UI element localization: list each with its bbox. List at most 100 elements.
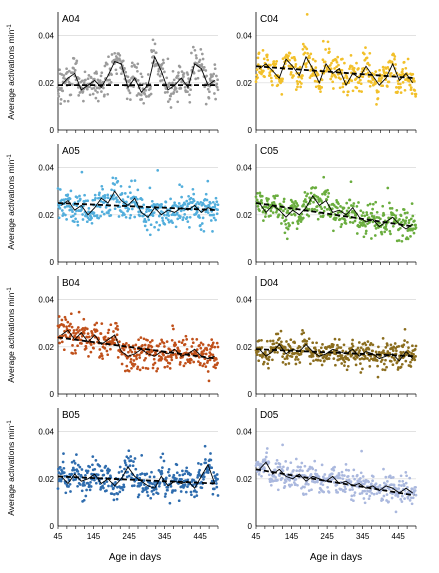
data-point-a04 <box>170 92 173 96</box>
data-point-a05 <box>99 214 102 218</box>
data-point-c04 <box>305 13 309 16</box>
data-point-b04 <box>122 348 126 352</box>
data-point-b04 <box>138 356 142 359</box>
data-point-d05 <box>281 443 284 447</box>
data-point-b05 <box>77 472 81 476</box>
data-point-d04 <box>262 360 266 364</box>
data-point-b04 <box>95 321 99 325</box>
data-point-a04 <box>123 67 126 70</box>
data-point-b05 <box>158 481 162 484</box>
data-point-a04 <box>203 85 207 89</box>
data-point-c05 <box>326 195 330 199</box>
data-point-d05 <box>394 510 398 514</box>
data-point-a05 <box>176 217 180 221</box>
data-point-c04 <box>352 66 356 70</box>
data-point-a04 <box>135 94 139 97</box>
data-point-b04 <box>62 324 66 328</box>
data-point-d05 <box>382 467 385 471</box>
data-point-b05 <box>64 491 68 495</box>
data-point-d04 <box>404 359 408 363</box>
data-point-d04 <box>376 364 379 368</box>
data-point-b04 <box>127 344 131 347</box>
data-point-c04 <box>329 67 333 71</box>
data-point-b04 <box>174 354 178 357</box>
data-point-a04 <box>144 82 148 85</box>
data-point-b04 <box>181 338 185 342</box>
data-point-c04 <box>370 81 373 84</box>
data-point-a05 <box>206 179 210 183</box>
data-point-c05 <box>352 204 355 208</box>
data-point-b05 <box>166 470 170 474</box>
data-point-b05 <box>112 486 115 490</box>
data-point-b05 <box>150 470 153 474</box>
data-point-c04 <box>357 89 361 93</box>
data-point-c05 <box>282 200 286 203</box>
data-point-a05 <box>204 210 208 214</box>
data-point-c05 <box>304 200 308 204</box>
data-point-c04 <box>262 69 265 73</box>
data-point-b04 <box>155 369 158 373</box>
data-point-b05 <box>136 495 140 499</box>
data-point-d04 <box>371 349 374 353</box>
data-point-b04 <box>93 323 97 327</box>
data-point-a04 <box>115 72 119 76</box>
data-point-b04 <box>141 343 144 347</box>
data-point-d04 <box>354 363 358 367</box>
data-point-b05 <box>138 476 142 480</box>
data-point-c04 <box>374 70 378 73</box>
data-point-c04 <box>255 73 259 77</box>
data-point-c04 <box>414 95 417 98</box>
data-point-b04 <box>127 369 131 373</box>
data-point-a05 <box>148 208 151 212</box>
data-point-a04 <box>88 93 92 97</box>
data-point-b04 <box>125 342 128 345</box>
data-point-d05 <box>386 480 389 483</box>
data-point-d05 <box>395 487 399 491</box>
data-point-c04 <box>411 72 415 76</box>
data-point-a05 <box>91 198 95 202</box>
data-point-b04 <box>146 367 150 370</box>
data-point-b04 <box>141 366 145 370</box>
data-point-d05 <box>299 465 302 469</box>
data-point-a05 <box>198 216 201 219</box>
data-point-c05 <box>363 214 367 218</box>
data-point-d05 <box>303 485 306 489</box>
data-point-c05 <box>386 186 390 190</box>
data-point-c05 <box>382 213 386 217</box>
data-point-b05 <box>140 454 144 457</box>
data-point-b05 <box>179 490 183 493</box>
y-tick-label-b05: 0.04 <box>38 428 54 437</box>
data-point-d04 <box>398 356 402 359</box>
data-point-d04 <box>366 340 370 343</box>
data-point-b05 <box>123 467 126 471</box>
data-point-d04 <box>371 343 375 347</box>
data-point-b05 <box>175 477 178 481</box>
data-point-b04 <box>84 344 88 348</box>
data-point-a04 <box>95 86 99 90</box>
data-point-c05 <box>290 204 294 207</box>
data-point-a04 <box>161 78 164 82</box>
data-point-c05 <box>364 224 367 228</box>
trend-line-d04 <box>255 348 415 358</box>
data-point-b05 <box>117 471 121 474</box>
x-tick-label-d05: 145 <box>285 532 299 541</box>
data-point-a05 <box>212 213 216 217</box>
data-point-c04 <box>341 85 345 89</box>
data-point-c05 <box>260 199 263 202</box>
data-point-c05 <box>308 196 311 200</box>
data-point-a05 <box>188 226 191 229</box>
data-point-a04 <box>89 76 93 80</box>
data-point-c05 <box>276 194 279 198</box>
data-point-c05 <box>374 200 378 204</box>
data-point-c05 <box>284 222 288 226</box>
data-point-d04 <box>353 357 357 361</box>
data-point-b05 <box>94 481 98 485</box>
data-point-d05 <box>335 483 339 487</box>
panel-label-c04: C04 <box>260 14 279 25</box>
data-point-b04 <box>170 355 173 359</box>
data-point-c04 <box>408 83 412 87</box>
data-point-a05 <box>94 196 97 200</box>
data-point-d04 <box>403 339 406 342</box>
data-point-a04 <box>214 97 217 101</box>
data-point-b04 <box>83 328 86 332</box>
